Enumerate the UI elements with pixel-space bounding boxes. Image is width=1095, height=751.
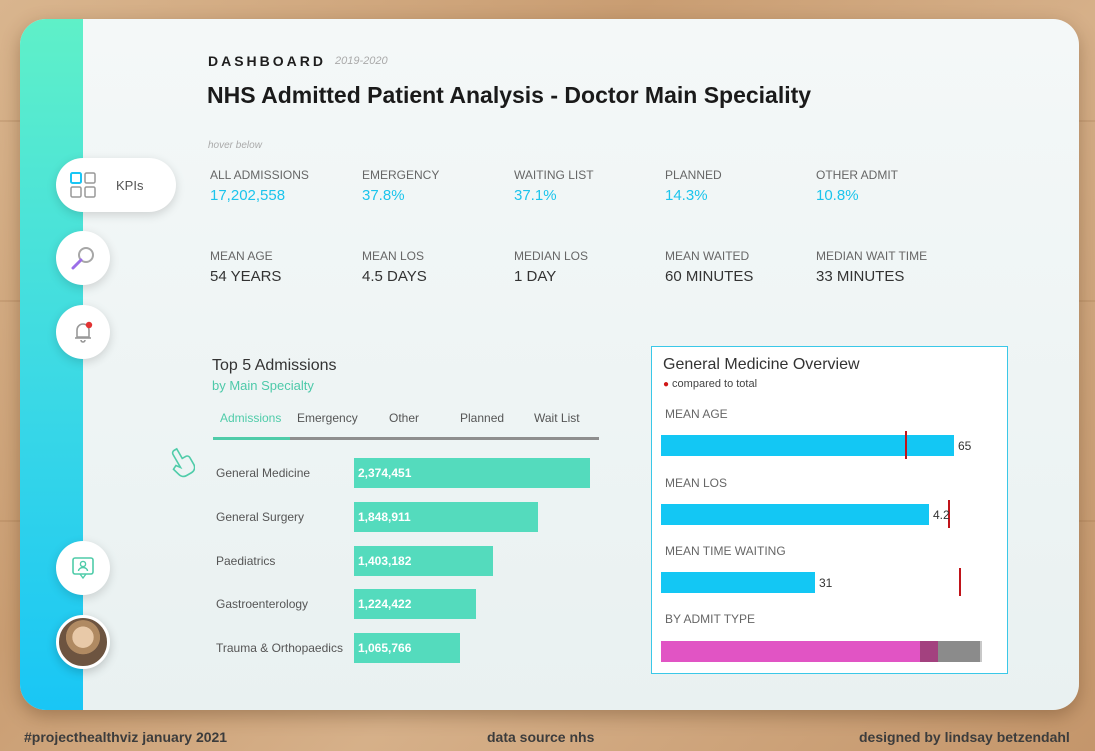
kpi-value: 10.8%	[816, 187, 859, 204]
footer-hashtag: #projecthealthviz january 2021	[24, 729, 228, 745]
nav-kpis-label: KPIs	[116, 177, 144, 193]
tab-wait-list[interactable]: Wait List	[534, 411, 580, 425]
page-title: NHS Admitted Patient Analysis - Doctor M…	[207, 82, 812, 108]
bar-general-surgery[interactable]	[354, 502, 538, 532]
top5-subtitle: by Main Specialty	[212, 378, 314, 393]
bar-label: Trauma & Orthopaedics	[216, 641, 343, 655]
metric-ref-mean-time-waiting	[959, 568, 961, 596]
grid-icon	[70, 172, 96, 198]
kpi-label: WAITING LIST	[514, 168, 594, 182]
bar-label: Paediatrics	[216, 554, 276, 568]
metric-label: MEAN AGE	[665, 407, 728, 421]
metric-label: MEAN TIME WAITING	[665, 544, 786, 558]
overview-panel: General Medicine Overview ● compared to t…	[651, 346, 1008, 674]
kpi-label: MEAN WAITED	[665, 249, 750, 263]
top5-title: Top 5 Admissions	[212, 357, 337, 374]
bar-general-medicine[interactable]	[354, 458, 590, 488]
bar-trauma-orthopaedics[interactable]	[354, 633, 460, 663]
metric-ref-mean-los	[948, 500, 950, 528]
tab-other[interactable]: Other	[389, 411, 420, 425]
footer-source: data source nhs	[487, 729, 595, 745]
admit-segment-planned[interactable]	[938, 641, 980, 662]
kpi-emergency[interactable]: EMERGENCY 37.8%	[362, 168, 439, 204]
kpi-label: MEDIAN WAIT TIME	[816, 249, 928, 263]
kpi-label: OTHER ADMIT	[816, 168, 899, 182]
top5-tabs: Admissions Emergency Other Planned Wait …	[213, 402, 599, 440]
kpi-value: 54 YEARS	[210, 268, 282, 285]
metric-label: MEAN LOS	[665, 476, 728, 490]
kpi-waiting-list[interactable]: WAITING LIST 37.1%	[514, 168, 594, 204]
kpi-mean-age[interactable]: MEAN AGE 54 YEARS	[210, 249, 281, 285]
metric-bar-mean-age[interactable]	[661, 435, 954, 456]
bar-value: 1,065,766	[358, 641, 412, 655]
tab-emergency[interactable]: Emergency	[297, 411, 358, 425]
kpi-label: ALL ADMISSIONS	[210, 168, 309, 182]
metric-value: 31	[819, 576, 833, 590]
user-card-icon	[72, 557, 94, 580]
bell-icon	[75, 321, 93, 343]
sidebar-strip	[20, 19, 83, 710]
admit-type-label: BY ADMIT TYPE	[665, 612, 756, 626]
metric-value: 65	[958, 439, 972, 453]
pointing-hand-icon	[169, 446, 196, 483]
kpi-mean-waited[interactable]: MEAN WAITED 60 MINUTES	[665, 249, 753, 285]
kpi-label: MEAN AGE	[210, 249, 273, 263]
search-icon	[71, 247, 94, 270]
overview-subtitle-text: compared to total	[672, 378, 758, 390]
bar-gastroenterology[interactable]	[354, 589, 476, 619]
nav-profile-card-button[interactable]	[56, 541, 110, 595]
kpi-value: 1 DAY	[514, 268, 557, 285]
kpi-value: 60 MINUTES	[665, 268, 754, 285]
kpi-median-wait-time[interactable]: MEDIAN WAIT TIME 33 MINUTES	[816, 249, 927, 285]
overview-subtitle: ● compared to total	[663, 378, 757, 390]
kpi-other-admit[interactable]: OTHER ADMIT 10.8%	[816, 168, 898, 204]
active-tab-underline	[213, 437, 290, 440]
metric-ref-mean-age	[905, 431, 907, 459]
period-label: 2019-2020	[335, 55, 388, 67]
bar-label: General Medicine	[216, 466, 311, 480]
hover-hint: hover below	[208, 140, 262, 151]
metric-bar-mean-los[interactable]	[661, 504, 929, 525]
overview-title: General Medicine Overview	[663, 356, 860, 373]
metric-bar-mean-time-waiting[interactable]	[661, 572, 815, 593]
bar-label: Gastroenterology	[216, 597, 309, 611]
kpi-label: MEAN LOS	[362, 249, 425, 263]
dashboard-card: KPIs DASHBOARD 2019-2020 NHS Admitted Pa…	[20, 19, 1079, 710]
kpi-all-admissions[interactable]: ALL ADMISSIONS 17,202,558	[210, 168, 309, 204]
footer-credit: designed by lindsay betzendahl	[859, 729, 1070, 745]
kpi-value: 4.5 DAYS	[362, 268, 427, 285]
kpi-value: 14.3%	[665, 187, 708, 204]
admit-segment-emergency[interactable]	[661, 641, 920, 662]
bar-value: 1,403,182	[358, 554, 412, 568]
admit-type-stacked-bar[interactable]	[661, 641, 982, 662]
kpi-label: PLANNED	[665, 168, 722, 182]
bar-value: 1,224,422	[358, 597, 412, 611]
bar-value: 2,374,451	[358, 466, 412, 480]
kpi-label: MEDIAN LOS	[514, 249, 589, 263]
tab-admissions[interactable]: Admissions	[220, 411, 282, 425]
bar-paediatrics[interactable]	[354, 546, 493, 576]
kpi-value: 37.8%	[362, 187, 405, 204]
red-dot-icon: ●	[663, 379, 670, 390]
nav-kpis-button[interactable]: KPIs	[56, 158, 176, 212]
metric-value: 4.2	[933, 508, 950, 522]
kpi-value: 37.1%	[514, 187, 557, 204]
tab-planned[interactable]: Planned	[460, 411, 505, 425]
kpi-median-los[interactable]: MEDIAN LOS 1 DAY	[514, 249, 588, 285]
bar-value: 1,848,911	[358, 510, 411, 524]
kpi-mean-los[interactable]: MEAN LOS 4.5 DAYS	[362, 249, 427, 285]
avatar[interactable]	[56, 615, 110, 669]
admit-segment-other[interactable]	[920, 641, 938, 662]
nav-notifications-button[interactable]	[56, 305, 110, 359]
kpi-value: 17,202,558	[210, 187, 286, 204]
section-label: DASHBOARD	[208, 53, 326, 69]
kpi-planned[interactable]: PLANNED 14.3%	[665, 168, 722, 204]
admit-segment-waiting[interactable]	[980, 641, 982, 662]
kpi-value: 33 MINUTES	[816, 268, 905, 285]
nav-search-button[interactable]	[56, 231, 110, 285]
kpi-label: EMERGENCY	[362, 168, 440, 182]
bar-label: General Surgery	[216, 510, 305, 524]
